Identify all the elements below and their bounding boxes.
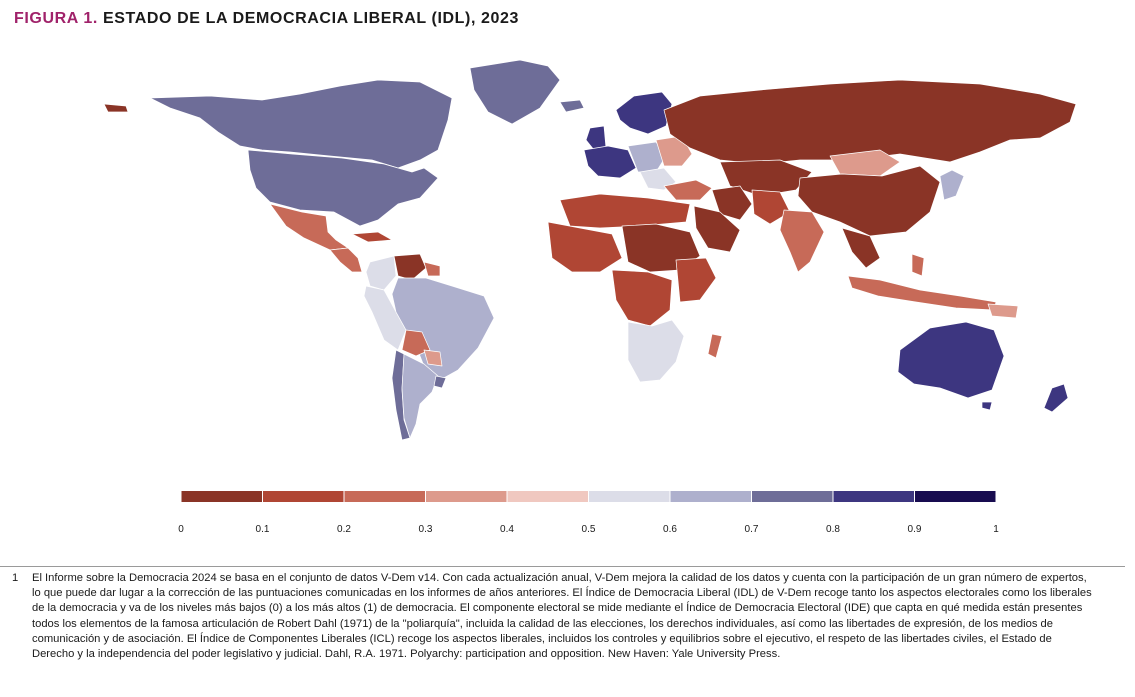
region-korea-japan <box>939 169 965 201</box>
region-iceland <box>559 99 585 113</box>
region-indonesia <box>847 275 997 311</box>
legend-swatch-5 <box>588 491 670 502</box>
region-north-africa <box>559 193 691 229</box>
region-uruguay <box>433 375 447 389</box>
region-turkey <box>663 179 713 201</box>
region-guianas <box>423 261 441 277</box>
region-central-africa <box>611 269 673 327</box>
footnote-rule <box>0 566 1125 567</box>
legend-swatch-3 <box>425 491 507 502</box>
region-australia <box>897 321 1005 399</box>
legend-tick-label: 0.5 <box>582 524 596 535</box>
region-western-europe <box>583 145 637 179</box>
figure-title-text: ESTADO DE LA DEMOCRACIA LIBERAL (IDL), 2… <box>102 10 520 27</box>
region-central-europe <box>627 141 667 173</box>
figure-title: FIGURA 1. ESTADO DE LA DEMOCRACIA LIBERA… <box>14 10 519 28</box>
legend-tick-label: 0 <box>178 524 184 535</box>
legend-swatch-8 <box>833 491 915 502</box>
region-papua <box>987 303 1019 319</box>
region-ecuador-peru <box>363 285 407 351</box>
region-bolivia <box>401 329 431 357</box>
region-cuba <box>351 231 393 243</box>
legend-tick-label: 0.3 <box>419 524 433 535</box>
legend-tick-label: 0.1 <box>256 524 270 535</box>
region-iran <box>711 185 753 221</box>
region-southeast-asia <box>841 227 881 269</box>
region-paraguay <box>423 349 443 367</box>
legend-tick-label: 1 <box>993 524 999 535</box>
region-scandinavia <box>615 91 673 135</box>
region-uk-ireland <box>585 125 607 151</box>
region-mexico <box>269 203 349 251</box>
region-china <box>797 165 941 237</box>
region-colombia <box>365 255 397 291</box>
region-philippines <box>911 253 925 277</box>
region-venezuela <box>393 253 427 281</box>
legend-tick-label: 0.6 <box>663 524 677 535</box>
footnote-text: El Informe sobre la Democracia 2024 se b… <box>32 572 1092 661</box>
legend-swatch-9 <box>914 491 996 502</box>
region-southern-africa <box>627 319 685 383</box>
region-east-africa <box>675 257 717 303</box>
legend-tick-label: 0.4 <box>500 524 514 535</box>
region-west-africa <box>547 221 623 273</box>
region-india <box>779 209 825 273</box>
figure-number: FIGURA 1. <box>14 10 98 27</box>
region-tasmania <box>981 401 993 411</box>
region-alaska-tip <box>103 103 129 113</box>
region-madagascar <box>707 333 723 359</box>
legend-swatch-2 <box>344 491 426 502</box>
region-central-america <box>329 247 363 273</box>
region-mongolia <box>829 149 901 177</box>
footnote-number: 1 <box>12 572 19 584</box>
region-usa <box>247 149 439 227</box>
region-brazil <box>391 277 495 381</box>
region-greenland <box>469 59 561 125</box>
legend-tick-label: 0.9 <box>908 524 922 535</box>
legend-swatch-1 <box>262 491 344 502</box>
legend-tick-label: 0.8 <box>826 524 840 535</box>
region-kazakhstan <box>719 159 813 197</box>
legend-swatch-7 <box>751 491 833 502</box>
legend-swatch-4 <box>507 491 589 502</box>
color-scale-legend: 0 0.1 0.2 0.3 0.4 0.5 0.6 0.7 0.8 0.9 1 <box>178 491 999 535</box>
legend-tick-label: 0.2 <box>337 524 351 535</box>
region-alaska-canada <box>149 79 453 169</box>
region-new-zealand <box>1043 383 1069 413</box>
legend-tick-label: 0.7 <box>745 524 759 535</box>
region-arabia <box>693 205 741 253</box>
legend-swatch-0 <box>181 491 263 502</box>
legend-swatch-6 <box>670 491 752 502</box>
region-afghanistan-pakistan <box>751 189 791 225</box>
region-argentina <box>401 353 439 439</box>
world-choropleth-map <box>103 59 1077 441</box>
